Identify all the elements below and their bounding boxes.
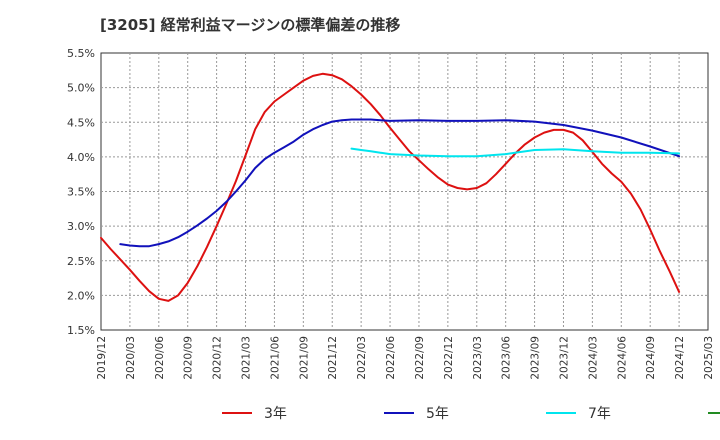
x-tick-label: 2020/03 bbox=[125, 336, 137, 380]
x-tick-label: 2023/12 bbox=[558, 336, 570, 380]
x-tick-label: 2019/12 bbox=[96, 336, 108, 380]
legend-label-1: 5年 bbox=[426, 406, 449, 422]
x-tick-label: 2023/09 bbox=[530, 336, 542, 380]
x-tick-label: 2020/06 bbox=[154, 336, 166, 380]
chart-title: [3205] 経常利益マージンの標準偏差の推移 bbox=[100, 16, 401, 34]
y-tick-label: 1.5% bbox=[67, 324, 95, 337]
series-lines bbox=[100, 72, 681, 302]
x-tick-label: 2022/12 bbox=[443, 336, 455, 380]
x-tick-label: 2024/03 bbox=[587, 336, 599, 380]
x-tick-label: 2020/09 bbox=[183, 336, 195, 380]
y-tick-label: 3.5% bbox=[67, 186, 95, 199]
y-tick-label: 5.5% bbox=[67, 47, 95, 60]
y-tick-label: 3.0% bbox=[67, 220, 95, 233]
y-tick-label: 2.0% bbox=[67, 289, 95, 302]
legend-label-0: 3年 bbox=[264, 406, 287, 422]
y-tick-label: 4.5% bbox=[67, 116, 95, 129]
y-axis-ticks: 1.5% 2.0% 2.5% 3.0% 3.5% 4.0% 4.5% 5.0% 5.5% bbox=[67, 47, 95, 337]
x-tick-label: 2021/12 bbox=[327, 336, 339, 380]
x-tick-label: 2021/06 bbox=[269, 336, 281, 380]
x-tick-label: 2022/03 bbox=[356, 336, 368, 380]
y-tick-label: 2.5% bbox=[67, 255, 95, 268]
grid-lines bbox=[101, 53, 708, 330]
x-tick-label: 2023/03 bbox=[472, 336, 484, 380]
y-tick-label: 5.0% bbox=[67, 82, 95, 95]
legend: 3年5年7年10年 bbox=[222, 406, 720, 422]
x-tick-label: 2022/06 bbox=[385, 336, 397, 380]
plot-area bbox=[100, 52, 709, 331]
x-tick-label: 2020/12 bbox=[212, 336, 224, 380]
series-line-0 bbox=[100, 72, 681, 302]
series-line-2 bbox=[350, 147, 681, 158]
x-tick-label: 2021/09 bbox=[298, 336, 310, 380]
series-line-1 bbox=[119, 118, 681, 248]
x-axis-ticks: 2019/12 2020/03 2020/06 2020/09 2020/12 2021/… bbox=[96, 336, 715, 380]
x-tick-label: 2024/09 bbox=[645, 336, 657, 380]
y-tick-label: 4.0% bbox=[67, 151, 95, 164]
x-tick-label: 2023/06 bbox=[501, 336, 513, 380]
x-tick-label: 2022/09 bbox=[414, 336, 426, 380]
x-tick-label: 2025/03 bbox=[703, 336, 715, 380]
x-tick-label: 2021/03 bbox=[241, 336, 253, 380]
x-tick-label: 2024/06 bbox=[616, 336, 628, 380]
legend-label-2: 7年 bbox=[588, 406, 611, 422]
x-tick-label: 2024/12 bbox=[674, 336, 686, 380]
